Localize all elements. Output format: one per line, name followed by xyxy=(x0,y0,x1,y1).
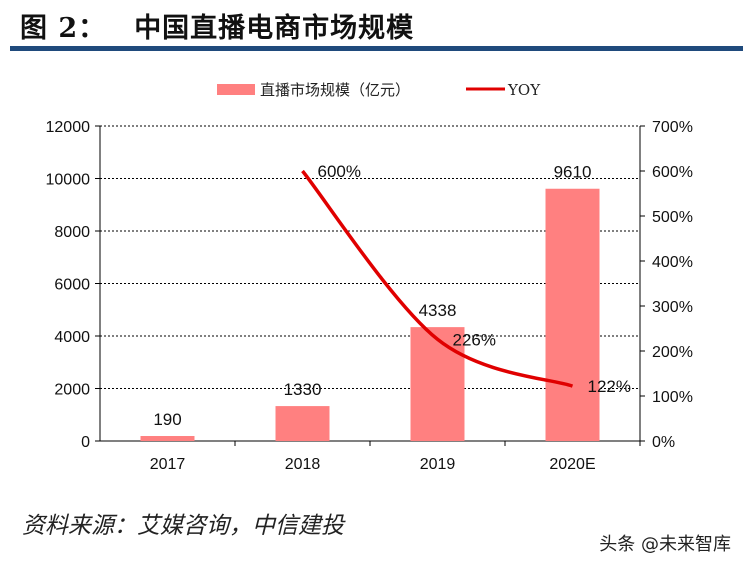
bar-data-label: 1330 xyxy=(284,380,322,399)
x-tick-label: 2018 xyxy=(285,456,321,473)
right-tick-label: 100% xyxy=(652,389,693,406)
legend-bar-label: 直播市场规模（亿元） xyxy=(260,81,410,99)
figure-title: 图 2： 中国直播电商市场规模 xyxy=(20,6,414,45)
source-note: 资料来源：艾媒咨询，中信建投 xyxy=(22,513,344,539)
x-tick-label: 2020E xyxy=(549,456,595,473)
left-tick-label: 8000 xyxy=(54,224,90,241)
bar xyxy=(140,436,195,441)
watermark: 头条 @未来智库 xyxy=(599,534,731,555)
right-tick-label: 0% xyxy=(652,434,675,451)
bar-data-label: 190 xyxy=(153,410,181,429)
bar-data-label: 9610 xyxy=(554,163,592,182)
left-tick-label: 12000 xyxy=(46,119,91,136)
legend-line-label: YOY xyxy=(507,81,541,99)
left-tick-label: 10000 xyxy=(46,172,91,189)
line-data-label: 226% xyxy=(453,330,496,349)
yoy-line xyxy=(301,169,574,388)
right-tick-label: 300% xyxy=(652,299,693,316)
bar-data-label: 4338 xyxy=(419,301,457,320)
bar xyxy=(545,188,600,441)
right-tick-label: 700% xyxy=(652,119,693,136)
title-divider xyxy=(10,46,743,51)
right-tick-label: 400% xyxy=(652,254,693,271)
figure-number: 图 2： xyxy=(20,13,107,44)
left-tick-label: 6000 xyxy=(54,277,90,294)
x-tick-label: 2019 xyxy=(420,456,456,473)
line-data-label: 600% xyxy=(318,162,361,181)
bar xyxy=(410,327,465,441)
right-tick-label: 600% xyxy=(652,164,693,181)
right-tick-label: 500% xyxy=(652,209,693,226)
left-tick-label: 2000 xyxy=(54,382,90,399)
left-tick-label: 0 xyxy=(81,434,90,451)
figure-title-text: 中国直播电商市场规模 xyxy=(134,13,415,44)
left-tick-label: 4000 xyxy=(54,329,90,346)
bar xyxy=(275,406,330,441)
x-tick-label: 2017 xyxy=(150,456,186,473)
line-data-label: 122% xyxy=(588,377,631,396)
legend-bar-swatch xyxy=(217,84,255,95)
right-tick-label: 200% xyxy=(652,344,693,361)
